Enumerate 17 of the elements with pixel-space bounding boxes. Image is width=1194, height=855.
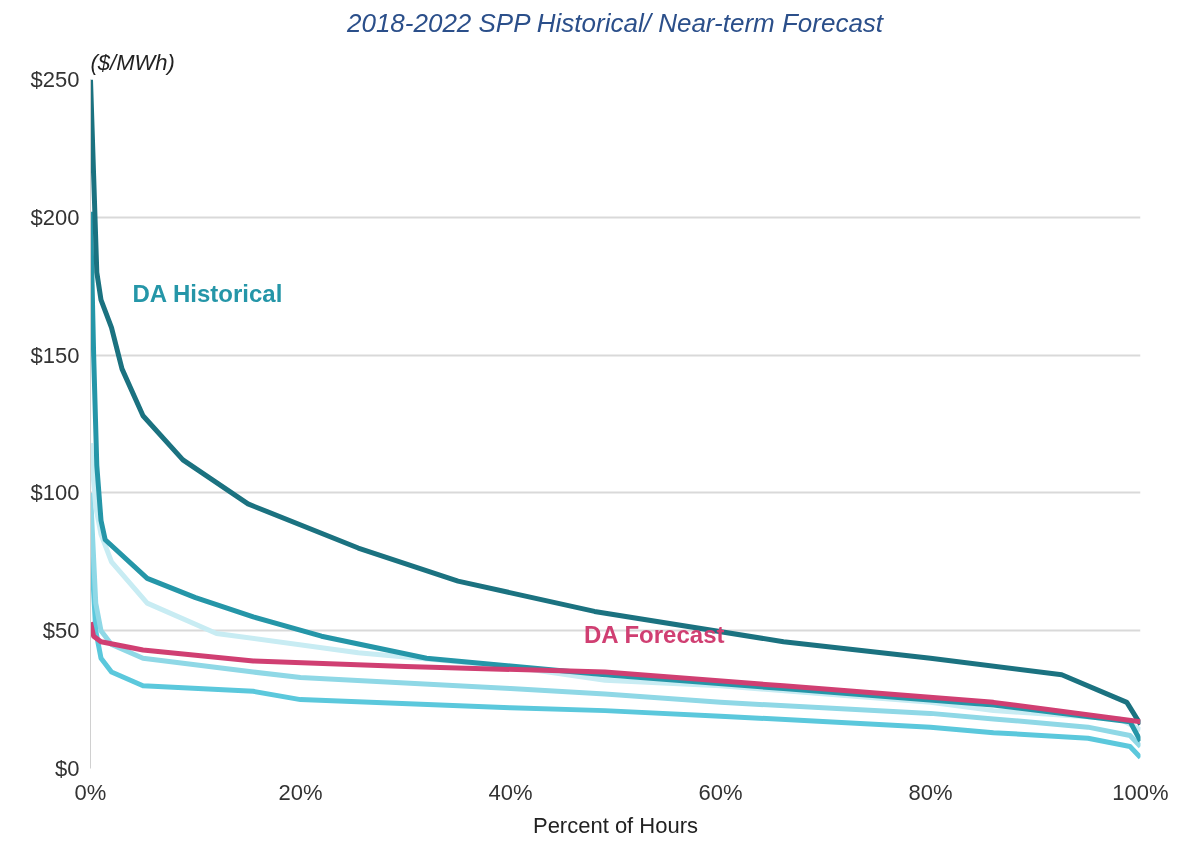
x-tick-label: 80% [908,779,953,805]
x-tick-label: 20% [278,779,323,805]
x-tick-label: 100% [1112,779,1169,805]
x-tick-label: 60% [698,779,743,805]
x-tick-label: 40% [488,779,533,805]
y-tick-label: $250 [30,67,80,92]
annotation: DA Forecast [584,620,725,648]
y-tick-label: $150 [30,342,80,368]
annotation: DA Historical [132,279,283,307]
y-tick-label: $50 [42,618,80,644]
y-tick-label: $0 [55,756,80,781]
y-tick-label: $100 [30,480,80,506]
chart-title: 2018-2022 SPP Historical/ Near-term Forecast [345,7,885,38]
y-tick-label: $200 [30,204,80,230]
x-axis-title: Percent of Hours [532,812,699,838]
y-axis-title: ($/MWh) [90,49,175,75]
x-tick-label: 0% [74,779,107,805]
